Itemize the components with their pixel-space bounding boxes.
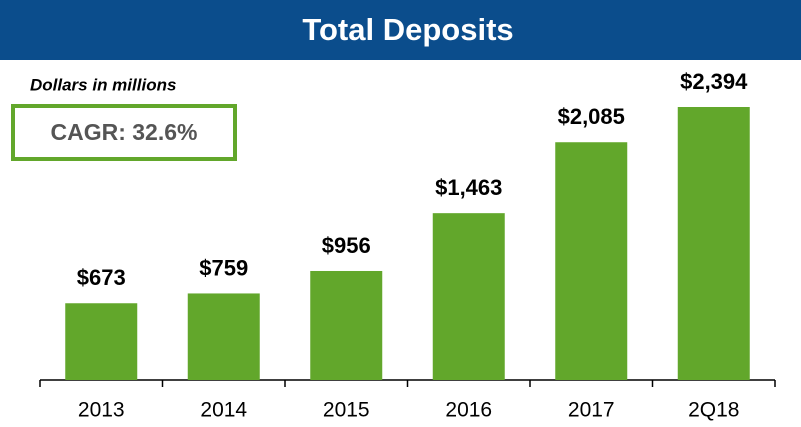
annotation: CAGR: 32.6% — [51, 119, 198, 145]
bar — [65, 303, 138, 380]
bar — [187, 293, 260, 380]
x-tick-label: 2014 — [200, 399, 247, 422]
value-label: $2,394 — [680, 69, 748, 94]
value-label: $2,085 — [558, 104, 625, 129]
annotation-box — [11, 104, 237, 161]
x-tick-label: 2016 — [445, 399, 492, 422]
x-tick-label: 2015 — [323, 399, 370, 422]
x-tick-label: 2Q18 — [688, 399, 739, 422]
title-banner — [0, 0, 801, 60]
bar — [555, 142, 628, 380]
value-label: $1,463 — [435, 175, 502, 200]
bar — [677, 107, 750, 380]
value-label: $673 — [77, 265, 126, 290]
chart-subtitle: Dollars in millions — [30, 75, 176, 94]
bar — [432, 213, 505, 380]
chart-title: Total Deposits — [302, 12, 513, 47]
bar — [310, 270, 383, 380]
value-label: $759 — [199, 255, 248, 280]
value-label: $956 — [322, 233, 371, 258]
x-tick-label: 2013 — [78, 399, 125, 422]
x-tick-label: 2017 — [568, 399, 615, 422]
